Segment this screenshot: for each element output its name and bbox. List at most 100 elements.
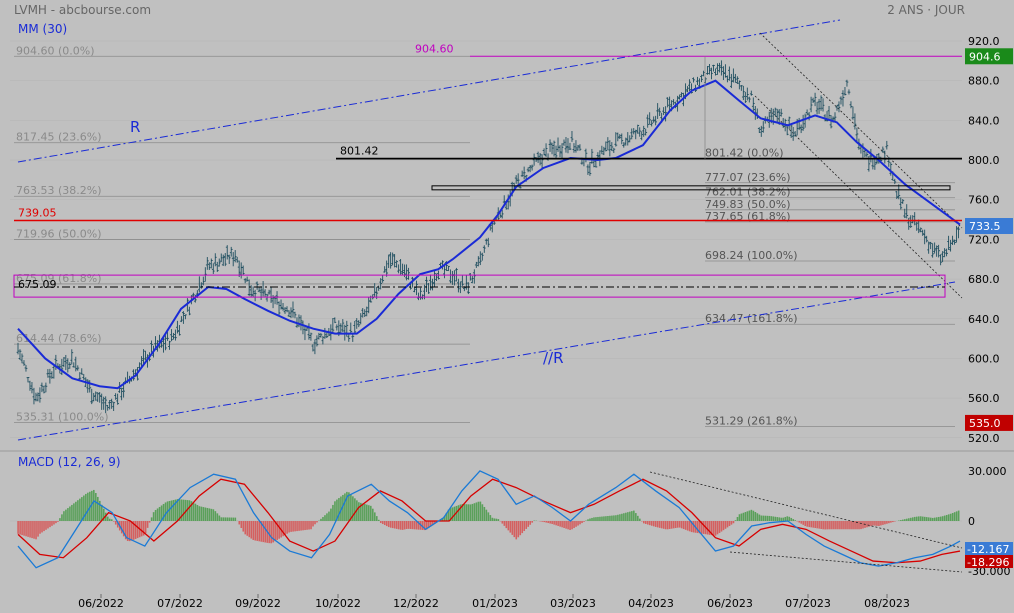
- macd-histogram-bar: [443, 516, 446, 521]
- macd-histogram-bar: [617, 514, 619, 521]
- macd-histogram-bar: [75, 501, 77, 521]
- macd-histogram-bar: [836, 521, 838, 530]
- macd-histogram-bar: [208, 508, 211, 521]
- price-levels: 904.60 801.42 739.05 675.09: [13, 42, 962, 298]
- macd-histogram-bar: [929, 517, 932, 521]
- macd-histogram-bar: [662, 521, 665, 529]
- macd-panel: 30.000 0 -30.000 -12.167-18.296: [10, 465, 1013, 578]
- level-675-label: 675.09: [18, 278, 57, 291]
- macd-histogram-bar: [99, 500, 101, 521]
- macd-histogram-bar: [387, 521, 390, 528]
- macd-histogram-bar: [692, 521, 695, 533]
- macd-histogram-bar: [543, 521, 545, 523]
- macd-histogram-bar: [856, 521, 858, 530]
- macd-histogram-bar: [569, 521, 571, 531]
- macd-histogram-bar: [553, 521, 555, 525]
- macd-histogram-bar: [712, 521, 715, 536]
- macd-histogram-bar: [100, 504, 103, 521]
- level-739-label: 739.05: [18, 207, 57, 220]
- macd-histogram-bar: [403, 521, 406, 530]
- macd-histogram-bar: [525, 521, 528, 529]
- macd-histogram-bar: [581, 521, 583, 524]
- macd-histogram-bar: [445, 512, 448, 521]
- macd-histogram-bar: [354, 498, 356, 521]
- price-tick-label: 920.0: [968, 35, 1000, 48]
- macd-histogram-bar: [344, 493, 346, 521]
- macd-line: [17, 470, 961, 569]
- macd-histogram-bar: [192, 502, 195, 521]
- macd-histogram-bar: [184, 499, 187, 521]
- macd-histogram-bar: [417, 521, 420, 530]
- macd-histogram-bar: [666, 521, 669, 530]
- macd-histogram-bar: [587, 519, 589, 521]
- macd-histogram-bar: [405, 521, 408, 529]
- macd-histogram-bar: [892, 521, 894, 523]
- macd-histogram-bar: [27, 521, 29, 537]
- macd-histogram-bar: [605, 516, 607, 521]
- macd-histogram-bar: [826, 521, 828, 530]
- macd-histogram-bar: [473, 503, 476, 521]
- fib-left-label: 719.96 (50.0%): [16, 227, 102, 240]
- macd-histogram-bar: [744, 512, 747, 521]
- macd-histogram-bar: [591, 517, 593, 521]
- macd-histogram-bar: [888, 521, 890, 524]
- macd-histogram-bar: [228, 517, 231, 521]
- macd-tick-label: 0: [968, 515, 975, 528]
- moving-average: [17, 79, 961, 390]
- macd-histogram-bar: [264, 521, 266, 543]
- macd-histogram-bar: [664, 521, 667, 530]
- macd-histogram-bar: [531, 521, 534, 523]
- macd-histogram-bar: [794, 520, 797, 521]
- macd-histogram-bar: [158, 506, 161, 521]
- macd-histogram-bar: [698, 521, 701, 534]
- macd-histogram-bar: [684, 521, 687, 530]
- macd-histogram-bar: [762, 515, 765, 521]
- macd-histogram-bar: [200, 506, 203, 521]
- price-tick-label: 520.0: [968, 432, 1000, 445]
- macd-histogram-bar: [874, 521, 876, 526]
- macd-histogram-bar: [120, 521, 123, 534]
- macd-histogram-bar: [132, 521, 135, 540]
- macd-histogram-bar: [45, 521, 47, 530]
- macd-histogram-bar: [232, 517, 235, 521]
- macd-histogram-bar: [322, 517, 324, 521]
- macd-histogram-bar: [513, 521, 516, 538]
- time-tick-label: 01/2023: [472, 597, 518, 610]
- macd-histogram-bar: [784, 516, 787, 521]
- macd-histogram-bar: [330, 508, 332, 521]
- macd-histogram-bar: [292, 521, 294, 532]
- macd-histogram-bar: [346, 491, 348, 521]
- macd-histogram-bar: [511, 521, 514, 535]
- macd-histogram-bar: [834, 521, 836, 530]
- macd-histogram-bar: [710, 521, 713, 536]
- macd-histogram-bar: [680, 521, 683, 529]
- macd-histogram-bar: [308, 521, 310, 530]
- low-price-tag-bg: [965, 414, 1013, 431]
- macd-histogram-bar: [593, 517, 595, 521]
- macd-histogram-bar: [41, 521, 43, 533]
- macd-histogram-bar: [170, 500, 173, 521]
- macd-histogram-bar: [884, 521, 886, 525]
- macd-histogram-bar: [908, 518, 910, 521]
- macd-histogram-bar: [17, 521, 19, 534]
- macd-histogram-bar: [509, 521, 512, 533]
- macd-histogram-bar: [674, 521, 677, 529]
- ma-legend: MM (30): [18, 22, 67, 36]
- macd-histogram-bar: [933, 517, 936, 521]
- macd-histogram-bar: [97, 496, 99, 521]
- macd-histogram-bar: [31, 521, 33, 539]
- macd-trend-lower: [729, 551, 963, 573]
- macd-histogram-bar: [519, 521, 522, 536]
- macd-histogram-bar: [142, 521, 145, 536]
- macd-histogram-bar: [589, 518, 591, 521]
- low-price-tag: 535.0: [969, 417, 1001, 430]
- macd-histogram-bar: [383, 521, 386, 526]
- macd-histogram-bar: [95, 492, 97, 521]
- fib-right-label: 762.01 (38.2%): [705, 186, 791, 199]
- macd-histogram-bar: [146, 521, 149, 528]
- macd-histogram-bar: [736, 517, 739, 521]
- macd-histogram-bar: [808, 521, 810, 528]
- macd-histogram-bar: [294, 521, 296, 532]
- macd-histogram-bar: [505, 521, 508, 529]
- macd-histogram-bar: [621, 513, 623, 521]
